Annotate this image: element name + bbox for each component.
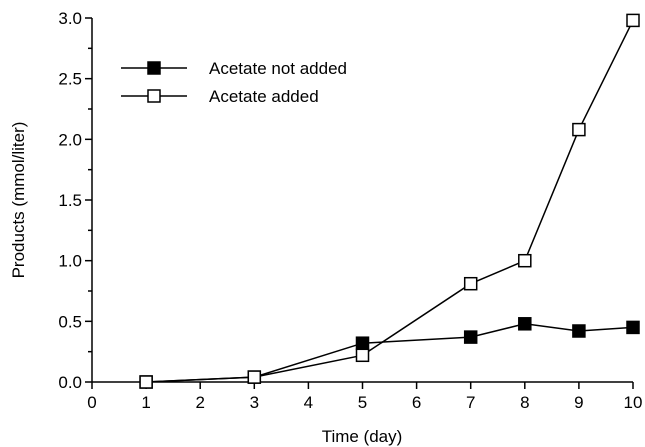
y-ticks: 0.0 0.5 1.0 1.5 2.0 2.5 3.0 — [58, 9, 92, 392]
open-square-point — [247, 370, 262, 384]
y-tick-label: 0.5 — [58, 312, 82, 331]
x-tick-label: 1 — [141, 393, 150, 412]
y-tick-label: 3.0 — [58, 9, 82, 28]
x-tick-label: 4 — [304, 393, 313, 412]
open-square-point — [463, 276, 478, 291]
x-tick-label: 9 — [574, 393, 583, 412]
filled-square-point — [626, 320, 640, 335]
open-square-point — [626, 13, 640, 28]
filled-square-point — [572, 324, 586, 338]
y-tick-label: 0.0 — [58, 373, 82, 392]
y-tick-label: 2.0 — [58, 130, 82, 149]
y-tick-label: 1.5 — [58, 191, 82, 210]
open-square-icon — [147, 89, 161, 103]
x-tick-label: 2 — [195, 393, 204, 412]
filled-square-point — [463, 330, 478, 344]
x-ticks: 0 1 2 3 4 5 6 7 8 9 10 — [87, 382, 642, 412]
open-square-point — [572, 122, 586, 137]
filled-square-point — [355, 336, 370, 350]
series-layer — [139, 13, 640, 389]
legend: Acetate not added Acetate added — [121, 59, 347, 106]
x-tick-label: 3 — [250, 393, 259, 412]
filled-square-icon — [147, 61, 161, 75]
legend-label: Acetate added — [209, 87, 319, 106]
x-tick-label: 6 — [412, 393, 421, 412]
open-square-point — [518, 253, 532, 268]
series-line-1 — [146, 323, 634, 383]
y-axis-title: Products (mmol/liter) — [9, 122, 28, 279]
legend-item-acetate-not-added: Acetate not added — [121, 59, 347, 78]
legend-label: Acetate not added — [209, 59, 347, 78]
x-tick-label: 0 — [87, 393, 96, 412]
x-tick-label: 7 — [466, 393, 475, 412]
x-tick-label: 5 — [358, 393, 367, 412]
filled-square-point — [518, 317, 532, 331]
y-tick-label: 1.0 — [58, 252, 82, 271]
x-tick-label: 10 — [624, 393, 643, 412]
open-square-point — [355, 348, 370, 363]
y-tick-label: 2.5 — [58, 70, 82, 89]
open-square-point — [139, 375, 153, 389]
x-tick-label: 8 — [520, 393, 529, 412]
x-axis-title: Time (day) — [322, 427, 403, 446]
legend-item-acetate-added: Acetate added — [121, 87, 319, 106]
